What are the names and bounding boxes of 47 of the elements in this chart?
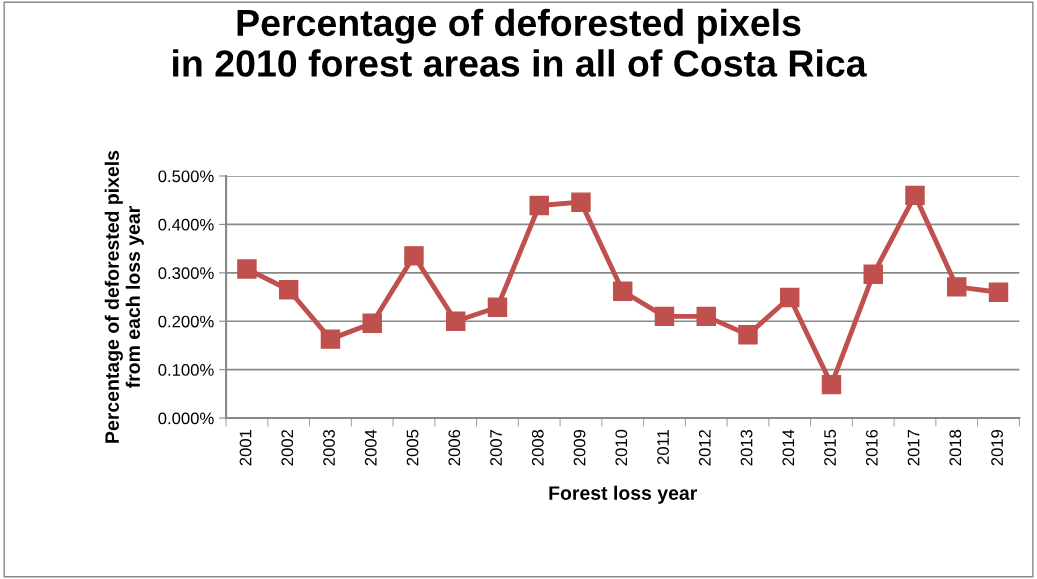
x-axis-title: Forest loss year xyxy=(549,485,697,504)
x-tick-label: 2019 xyxy=(991,429,1003,466)
x-tick-label: 2014 xyxy=(782,429,795,466)
x-tick-label: 2012 xyxy=(698,429,711,466)
point xyxy=(863,264,883,284)
y-tick-label: 0.000% xyxy=(158,412,214,425)
x-tick-label: 2001 xyxy=(239,429,252,466)
point xyxy=(487,297,508,317)
x-tick-label: 2005 xyxy=(406,429,419,466)
x-tick-label: 2011 xyxy=(657,429,669,465)
y-tick-label: 0.400% xyxy=(158,218,214,231)
x-tick-label: 2006 xyxy=(448,429,461,466)
y-tick-label: 0.300% xyxy=(158,267,214,280)
point xyxy=(278,280,299,300)
point xyxy=(738,325,758,345)
x-tick-label: 2003 xyxy=(323,429,335,466)
point xyxy=(905,185,925,206)
point xyxy=(696,306,716,327)
y-axis-title: Percentage of deforested pixels from each loss year xyxy=(104,150,144,443)
x-tick-label: 2008 xyxy=(531,429,544,466)
point xyxy=(612,281,633,301)
x-tick-label: 2016 xyxy=(865,429,878,466)
point xyxy=(654,306,675,327)
point xyxy=(362,313,382,333)
point xyxy=(237,259,257,279)
x-tick-label: 2013 xyxy=(740,429,753,466)
point xyxy=(780,287,800,308)
point xyxy=(320,329,341,349)
point xyxy=(445,311,466,331)
x-tick-label: 2007 xyxy=(490,429,502,466)
y-tick-label: 0.100% xyxy=(158,364,214,376)
chart-title: Percentage of deforested pixels in 2010 forest areas in all of Costa Rica xyxy=(173,8,867,77)
y-tick-label: 0.200% xyxy=(158,315,214,328)
point xyxy=(947,277,967,297)
point xyxy=(821,374,842,395)
point xyxy=(404,246,424,266)
x-tick-label: 2010 xyxy=(615,429,628,466)
point xyxy=(529,195,549,216)
point xyxy=(988,282,1009,302)
x-tick-label: 2004 xyxy=(364,429,377,466)
x-tick-label: 2002 xyxy=(281,429,294,466)
x-tick-label: 2009 xyxy=(573,429,586,466)
x-tick-label: 2015 xyxy=(824,429,836,466)
y-tick-label: 0.500% xyxy=(158,170,214,183)
point xyxy=(571,192,591,212)
x-tick-label: 2017 xyxy=(907,429,920,466)
x-tick-label: 2018 xyxy=(949,429,962,466)
